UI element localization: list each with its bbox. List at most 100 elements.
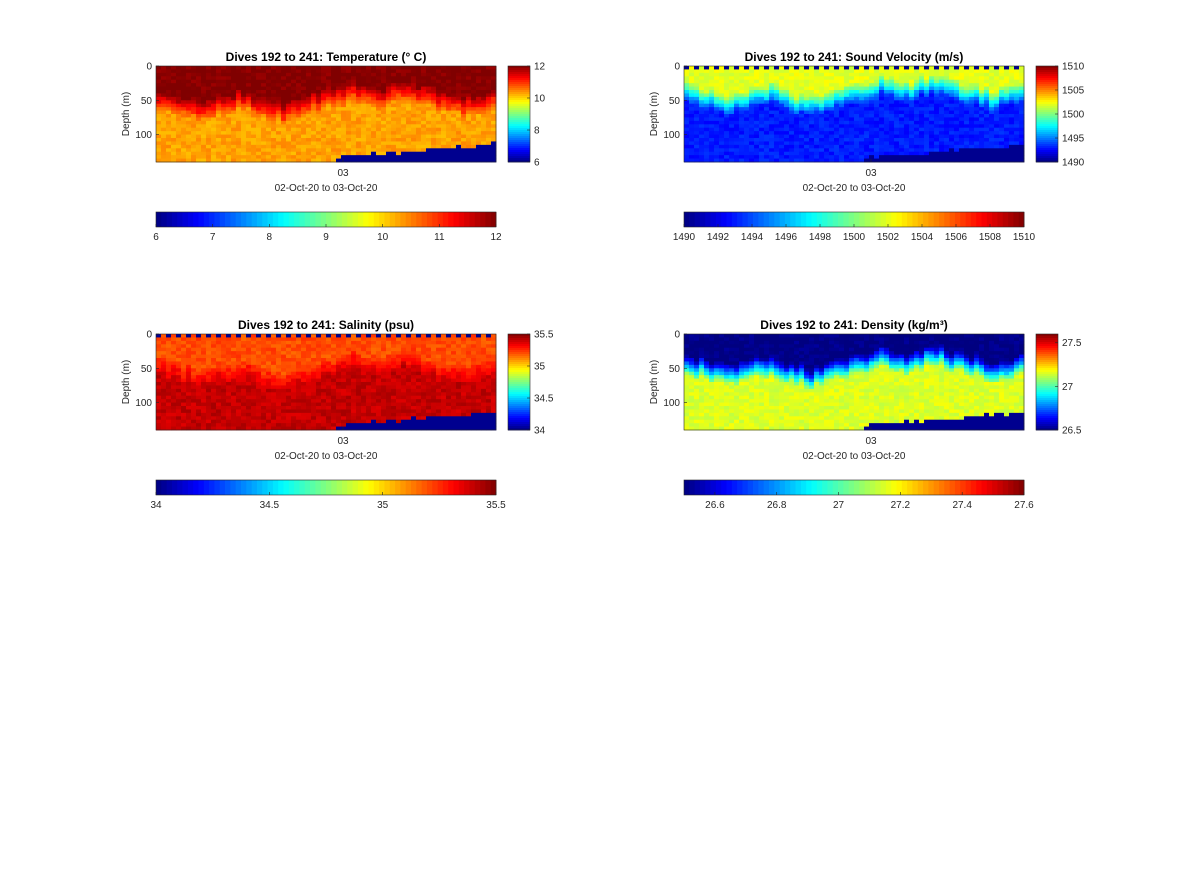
heatmap-cell [166,93,172,98]
heatmap-cell [819,155,825,159]
heatmap-cell [301,103,307,108]
heatmap-cell [356,107,362,111]
heatmap-cell [849,144,855,149]
heatmap-cell [689,155,695,159]
colorbar-segment [246,212,253,227]
heatmap-cell [321,138,327,142]
heatmap-cell [201,371,207,376]
heatmap-cell [949,96,955,101]
colorbar-segment [869,212,876,227]
heatmap-cell [271,395,277,400]
heatmap-cell [246,107,252,111]
heatmap-cell [491,124,497,129]
heatmap-cell [271,127,277,132]
heatmap-cell [994,103,1000,108]
heatmap-cell [336,79,342,84]
heatmap-cell [804,100,810,105]
heatmap-cell [181,375,187,379]
heatmap-cell [161,86,167,91]
heatmap-cell [959,93,965,98]
heatmap-cell [211,90,217,94]
heatmap-cell [236,347,242,352]
heatmap-cell [191,371,197,376]
heatmap-cell [336,66,342,70]
heatmap-cell [301,127,307,132]
colorbar-segment [508,86,530,89]
y-tick-label: 50 [141,96,153,107]
heatmap-cell [366,138,372,142]
heatmap-cell [271,347,277,352]
heatmap-cell [156,347,162,352]
heatmap-cell [296,361,302,366]
heatmap-cell [211,114,217,118]
heatmap-cell [894,79,900,84]
heatmap-cell [361,114,367,118]
heatmap-cell [754,66,760,70]
heatmap-cell [411,93,417,98]
heatmap-cell [456,79,462,84]
heatmap-cell [176,378,182,383]
heatmap-cell [271,72,277,77]
y-tick-label: 0 [674,62,680,73]
heatmap-cell [191,110,197,115]
heatmap-cell [844,83,850,87]
colorbar-tick-label: 1490 [673,232,696,243]
heatmap-cell [441,83,447,87]
heatmap-cell [904,66,910,70]
heatmap-cell [684,103,690,108]
heatmap-cell [241,69,247,74]
heatmap-cell [481,114,487,118]
heatmap-cell [764,138,770,142]
heatmap-cell [421,124,427,129]
heatmap-cell [486,148,492,153]
heatmap-cell [261,79,267,84]
heatmap-cell [381,86,387,91]
heatmap-cell [959,90,965,94]
heatmap-cell [481,76,487,81]
sound-velocity-panel: Dives 192 to 241: Sound Velocity (m/s) 0 5… [628,44,1148,294]
colorbar-segment [508,134,530,137]
heatmap-cell [311,72,317,77]
heatmap-cell [929,96,935,101]
colorbar-segment [1036,148,1058,151]
heatmap-cell [236,79,242,84]
heatmap-cell [351,131,357,135]
heatmap-cell [296,388,302,393]
heatmap-cell [714,117,720,122]
heatmap-cell [769,100,775,105]
heatmap-cell [909,120,915,125]
heatmap-cell [769,141,775,146]
heatmap-cell [784,131,790,135]
heatmap-cell [759,134,765,139]
heatmap-cell [486,103,492,108]
heatmap-cell [391,138,397,142]
heatmap-cell [959,138,965,142]
heatmap-cell [221,358,227,362]
heatmap-cell [236,340,242,345]
heatmap-cell [839,134,845,139]
heatmap-cell [844,138,850,142]
heatmap-cell [914,100,920,105]
heatmap-cell [306,388,312,393]
heatmap-cell [859,93,865,98]
heatmap-cell [714,79,720,84]
heatmap-cell [749,144,755,149]
heatmap-cell [336,72,342,77]
heatmap-cell [769,114,775,118]
heatmap-cell [301,90,307,94]
heatmap-cell [779,110,785,115]
heatmap-cell [386,103,392,108]
heatmap-cell [436,103,442,108]
heatmap-cell [486,83,492,87]
heatmap-cell [191,361,197,366]
heatmap-cell [336,100,342,105]
heatmap-cell [206,351,212,355]
heatmap-cell [216,134,222,139]
heatmap-cell [476,148,482,153]
heatmap-cell [281,72,287,77]
heatmap-cell [241,399,247,403]
heatmap-cell [451,110,457,115]
heatmap-cell [156,337,162,342]
heatmap-cell [401,83,407,87]
heatmap-cell [779,96,785,101]
